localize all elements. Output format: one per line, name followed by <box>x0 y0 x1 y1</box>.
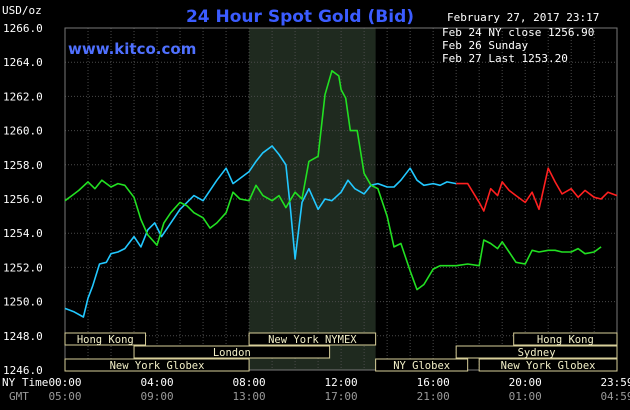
y-tick-label: 1266.0 <box>3 22 43 35</box>
x-tick-label-gmt: 01:00 <box>509 390 542 403</box>
website-label: www.kitco.com <box>68 40 196 58</box>
market-bar <box>478 358 618 372</box>
y-tick-label: 1260.0 <box>3 125 43 138</box>
market-label: New York Globex <box>501 360 596 372</box>
legend-item-ny-close: Feb 24 NY close 1256.90 <box>442 26 594 39</box>
market-bar <box>133 345 331 359</box>
market-label: Hong Kong <box>77 334 134 346</box>
y-axis-ticks: 1246.0 1248.0 1250.0 1252.0 1254.0 1256.0 1258… <box>3 22 43 377</box>
x-tick-label-gmt: 21:00 <box>417 390 450 403</box>
legend: Feb 24 NY close 1256.90 Feb 26 Sunday Fe… <box>442 26 594 65</box>
x-tick-label-ny: 16:00 <box>417 376 450 389</box>
y-tick-label: 1258.0 <box>3 159 43 172</box>
chart-title: 24 Hour Spot Gold (Bid) <box>186 7 414 27</box>
price-series <box>64 70 618 318</box>
legend-item-last: Feb 27 Last 1253.20 <box>442 52 568 65</box>
market-bar <box>375 358 469 372</box>
y-tick-label: 1256.0 <box>3 193 43 206</box>
x-tick-label-gmt: 17:00 <box>325 390 358 403</box>
x-tick-label-ny: 20:00 <box>509 376 542 389</box>
y-tick-label: 1264.0 <box>3 56 43 69</box>
market-bar <box>455 345 618 359</box>
x-tick-label-ny: 23:59 <box>600 376 630 389</box>
unit-label: USD/oz <box>2 4 42 17</box>
series-line-1 <box>456 167 618 212</box>
market-label: NY Globex <box>393 360 450 372</box>
market-bar <box>64 358 250 372</box>
market-label: Sydney <box>518 347 556 359</box>
x-tick-label-gmt: 05:00 <box>48 390 81 403</box>
market-bar <box>513 332 618 346</box>
market-label: Hong Kong <box>537 334 594 346</box>
x-tick-label-ny: 04:00 <box>140 376 173 389</box>
series-line-2 <box>64 70 602 291</box>
y-tick-label: 1254.0 <box>3 227 43 240</box>
market-label: New York NYMEX <box>268 334 357 346</box>
market-bar <box>248 332 377 346</box>
x-tick-label-gmt: 09:00 <box>140 390 173 403</box>
x-tick-label-gmt: 13:00 <box>233 390 266 403</box>
y-tick-label: 1246.0 <box>3 364 43 377</box>
market-label: London <box>213 347 251 359</box>
timestamp-label: February 27, 2017 23:17 <box>447 11 599 24</box>
x-tick-label-ny: 00:00 <box>48 376 81 389</box>
y-tick-label: 1248.0 <box>3 330 43 343</box>
ny-time-label: NY Time <box>2 376 48 389</box>
gmt-label: GMT <box>9 390 29 403</box>
market-sessions: Hong Kong London New York Globex New York N… <box>64 332 618 372</box>
x-tick-label-ny: 12:00 <box>325 376 358 389</box>
x-tick-label-gmt: 04:59 <box>600 390 630 403</box>
legend-item-sunday: Feb 26 Sunday <box>442 39 528 52</box>
market-label: New York Globex <box>110 360 205 372</box>
grid <box>64 27 618 371</box>
series-line-0 <box>64 145 457 318</box>
market-bar <box>64 332 147 346</box>
y-tick-label: 1250.0 <box>3 296 43 309</box>
y-tick-label: 1262.0 <box>3 90 43 103</box>
plot-border <box>64 27 618 371</box>
x-tick-label-ny: 08:00 <box>233 376 266 389</box>
y-tick-label: 1252.0 <box>3 261 43 274</box>
